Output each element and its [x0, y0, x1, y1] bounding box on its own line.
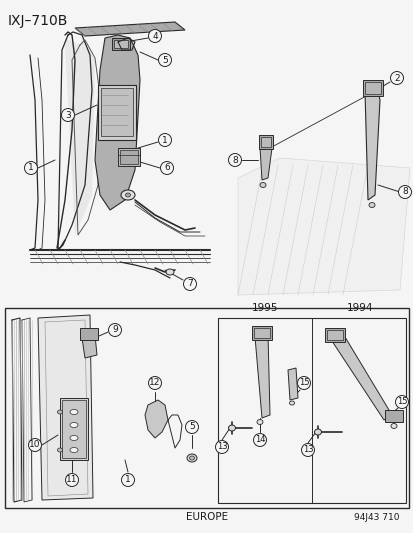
Text: 7: 7	[187, 279, 192, 288]
Text: IXJ–710B: IXJ–710B	[8, 14, 68, 28]
Text: 3: 3	[65, 110, 71, 119]
Text: 1: 1	[125, 475, 131, 484]
Circle shape	[62, 109, 74, 122]
Polygon shape	[329, 332, 391, 420]
Polygon shape	[237, 158, 409, 295]
Bar	[362, 80, 382, 96]
Text: 10: 10	[29, 440, 40, 449]
Ellipse shape	[256, 419, 262, 424]
Text: 1994: 1994	[346, 303, 373, 313]
Circle shape	[215, 440, 228, 454]
Polygon shape	[75, 22, 185, 36]
Polygon shape	[95, 35, 140, 210]
Bar	[260, 137, 271, 147]
Ellipse shape	[166, 269, 173, 275]
Text: 5: 5	[189, 423, 195, 432]
Ellipse shape	[125, 193, 130, 197]
Circle shape	[160, 161, 173, 174]
Circle shape	[228, 154, 241, 166]
Text: 14: 14	[254, 435, 265, 445]
Bar	[101, 88, 133, 136]
Bar	[114, 40, 128, 48]
Circle shape	[158, 133, 171, 147]
Text: 8: 8	[232, 156, 237, 165]
Bar	[120, 150, 138, 164]
Ellipse shape	[70, 423, 78, 427]
Ellipse shape	[57, 448, 62, 452]
Text: 9: 9	[112, 326, 118, 335]
Polygon shape	[65, 38, 95, 235]
Bar	[5, 308, 408, 508]
Circle shape	[183, 278, 196, 290]
Text: 5: 5	[162, 55, 167, 64]
Circle shape	[301, 443, 314, 456]
Bar	[112, 38, 130, 50]
Circle shape	[158, 53, 171, 67]
Circle shape	[24, 161, 38, 174]
Text: 2: 2	[393, 74, 399, 83]
Ellipse shape	[390, 424, 396, 429]
Circle shape	[394, 395, 408, 408]
Bar	[218, 318, 405, 503]
Bar	[364, 82, 380, 94]
Text: 6: 6	[164, 164, 169, 173]
Bar	[62, 400, 86, 458]
Text: 8: 8	[401, 188, 407, 197]
Ellipse shape	[189, 456, 194, 460]
Bar	[384, 410, 402, 422]
Text: 1: 1	[162, 135, 167, 144]
Bar	[60, 398, 88, 460]
Text: 13: 13	[302, 446, 313, 455]
Text: 13: 13	[216, 442, 227, 451]
Circle shape	[121, 473, 134, 487]
Text: 15: 15	[396, 398, 406, 407]
Ellipse shape	[289, 401, 294, 405]
Circle shape	[297, 376, 310, 390]
Ellipse shape	[70, 448, 78, 453]
Polygon shape	[254, 334, 269, 418]
Bar	[118, 148, 140, 166]
Polygon shape	[364, 90, 379, 200]
Ellipse shape	[368, 203, 374, 207]
Bar	[254, 328, 269, 338]
Text: 15: 15	[298, 378, 309, 387]
Text: 1995: 1995	[251, 303, 278, 313]
Bar	[252, 326, 271, 340]
Bar	[98, 85, 136, 140]
Circle shape	[148, 376, 161, 390]
Circle shape	[253, 433, 266, 447]
Circle shape	[108, 324, 121, 336]
Ellipse shape	[70, 409, 78, 415]
Bar	[324, 328, 344, 342]
Ellipse shape	[228, 425, 235, 431]
Circle shape	[65, 473, 78, 487]
Polygon shape	[38, 315, 93, 500]
Bar	[326, 330, 342, 340]
Polygon shape	[145, 400, 168, 438]
Ellipse shape	[314, 429, 321, 435]
Circle shape	[398, 185, 411, 198]
Text: 94J43 710: 94J43 710	[354, 513, 399, 522]
Text: 11: 11	[66, 475, 78, 484]
Ellipse shape	[259, 182, 266, 188]
Circle shape	[148, 29, 161, 43]
Text: 12: 12	[149, 378, 160, 387]
Circle shape	[185, 421, 198, 433]
Bar	[259, 135, 272, 149]
Ellipse shape	[57, 410, 62, 414]
Text: EUROPE: EUROPE	[185, 512, 228, 522]
Text: 4: 4	[152, 31, 157, 41]
Circle shape	[389, 71, 403, 85]
Polygon shape	[259, 142, 271, 180]
Ellipse shape	[70, 435, 78, 440]
Polygon shape	[82, 335, 97, 358]
Ellipse shape	[121, 190, 135, 200]
Circle shape	[28, 439, 41, 451]
Bar	[80, 328, 98, 340]
Text: 1: 1	[28, 164, 34, 173]
Ellipse shape	[187, 454, 197, 462]
Polygon shape	[287, 368, 297, 400]
